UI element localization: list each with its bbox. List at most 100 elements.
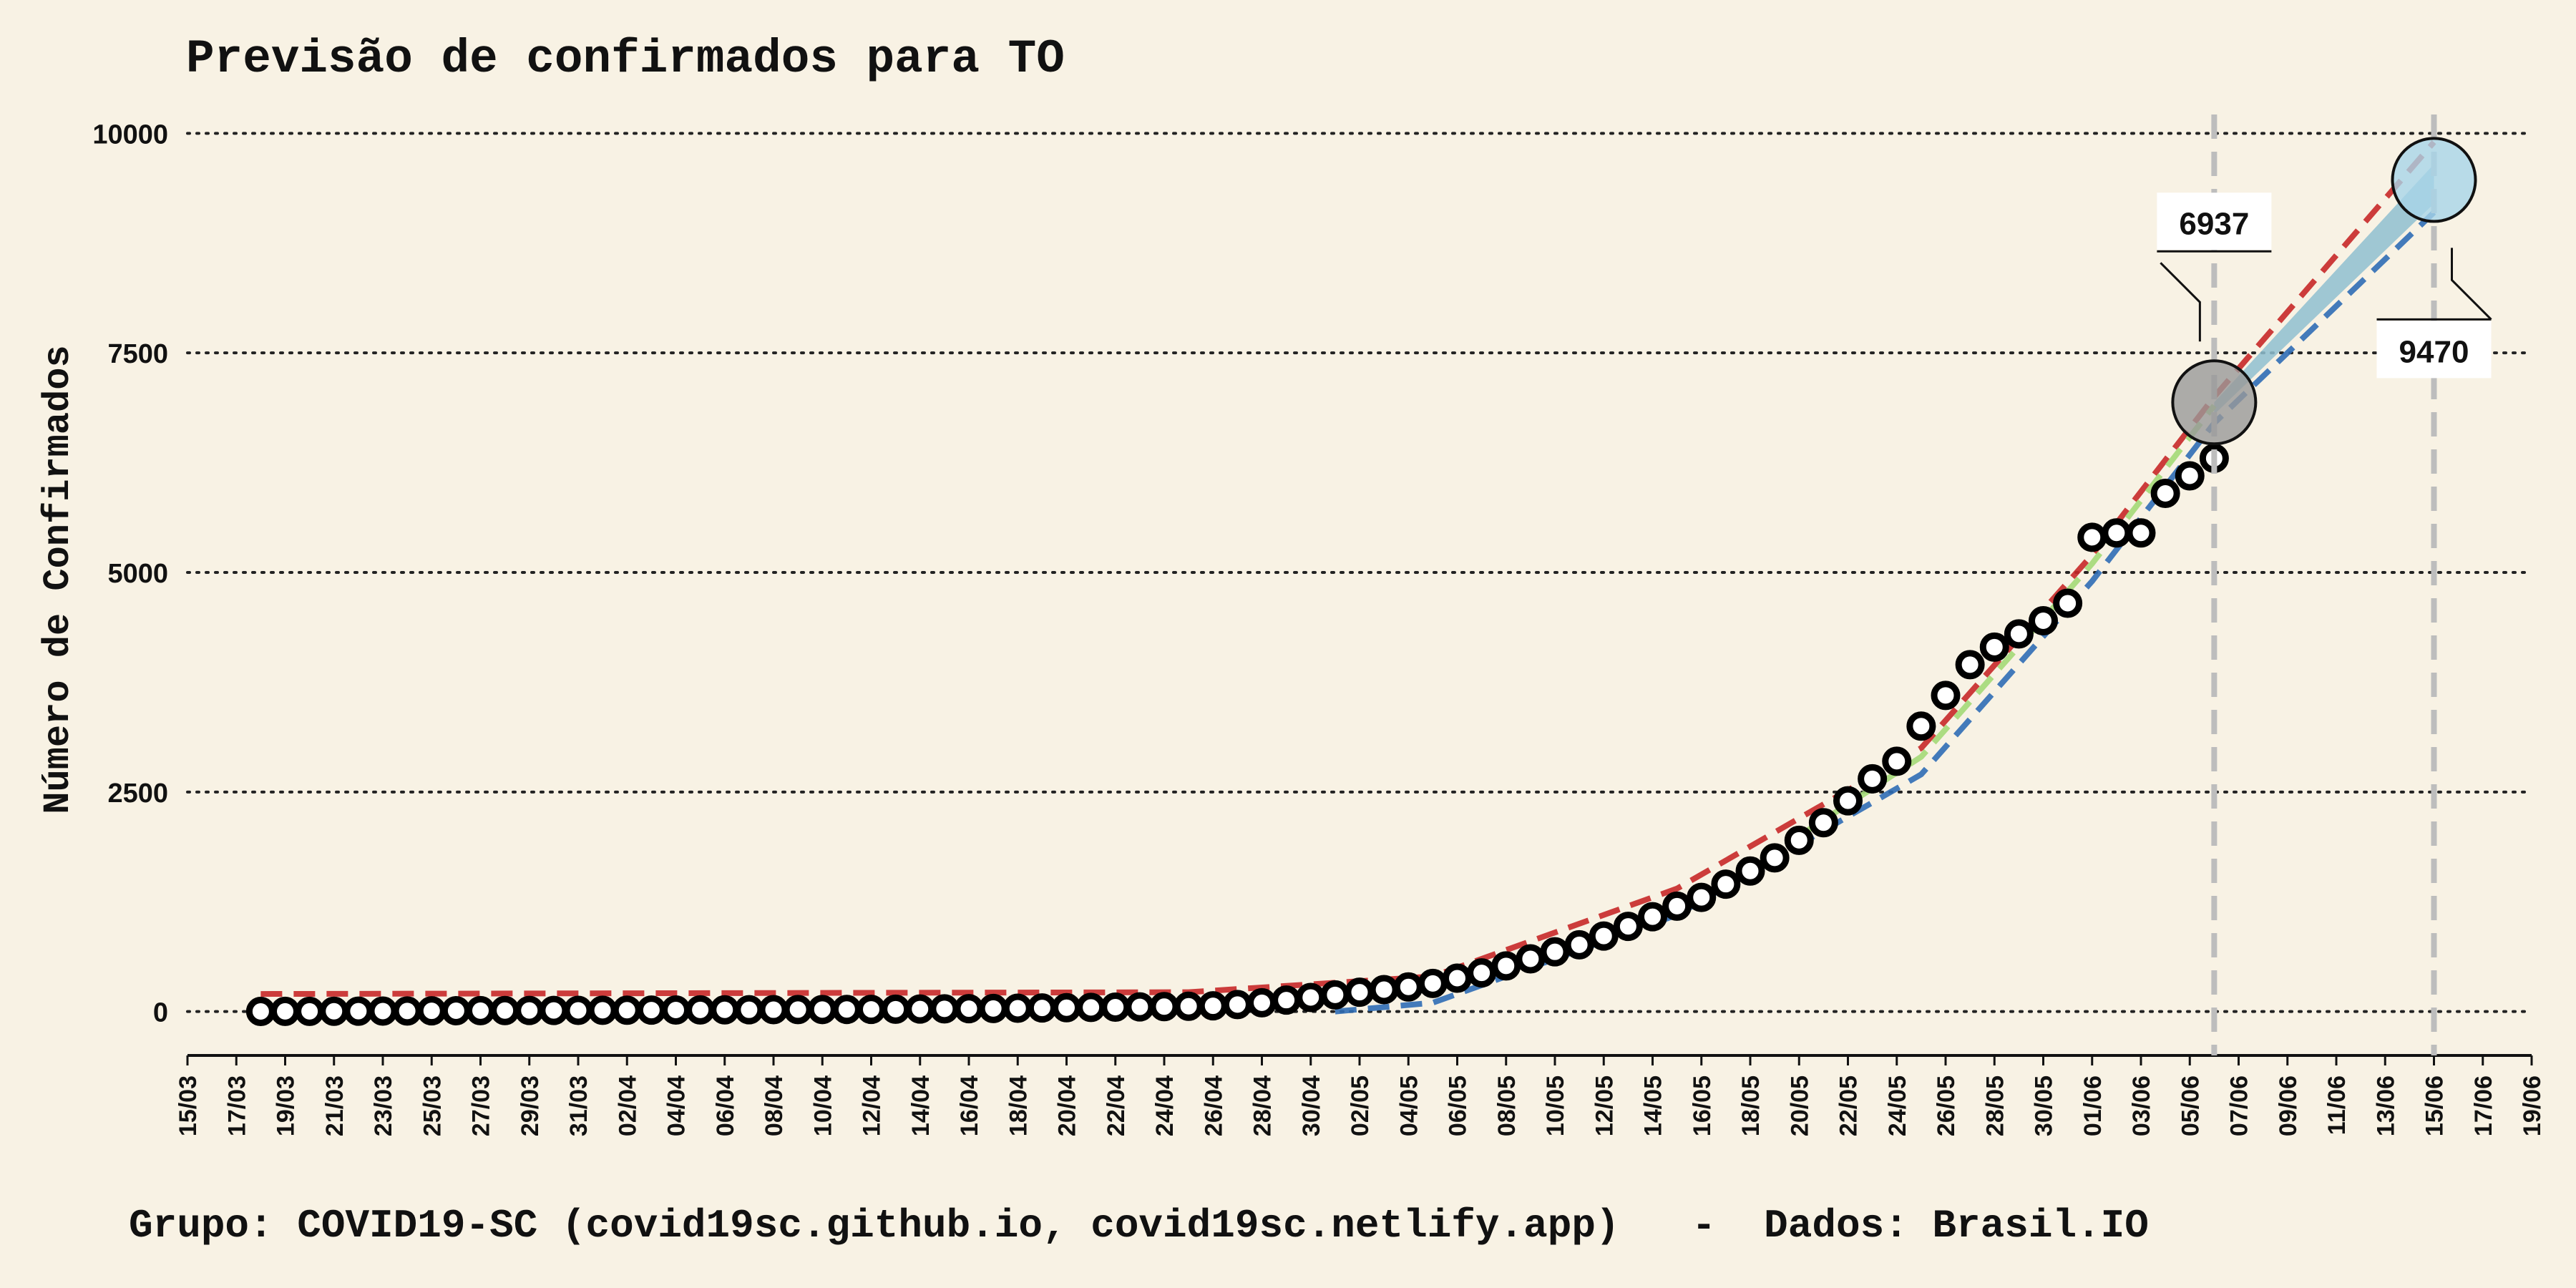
y-tick-label: 2500 bbox=[107, 779, 168, 809]
x-tick-label: 20/04 bbox=[1054, 1075, 1081, 1136]
observed-point bbox=[1955, 650, 1985, 680]
x-tick-label: 26/05 bbox=[1933, 1075, 1960, 1136]
observed-point bbox=[466, 995, 495, 1025]
observed-point bbox=[1443, 963, 1472, 993]
x-tick-label: 01/06 bbox=[2079, 1075, 2107, 1136]
forecast-lines bbox=[260, 140, 2436, 1015]
x-axis: 15/03 17/03 19/03 21/03 23/03 25/03 27/03 29/03… bbox=[175, 1054, 2546, 1136]
observed-point bbox=[514, 995, 545, 1025]
x-tick-label: 04/04 bbox=[663, 1075, 691, 1136]
observed-point bbox=[1979, 632, 2009, 662]
x-tick-label: 21/03 bbox=[321, 1075, 348, 1136]
observed-point bbox=[807, 995, 837, 1025]
observed-point bbox=[1833, 786, 1863, 816]
y-tick-label: 5000 bbox=[107, 559, 168, 589]
x-tick-label: 08/04 bbox=[761, 1075, 788, 1136]
observed-points bbox=[245, 443, 2229, 1027]
observed-point bbox=[416, 996, 447, 1026]
y-tick-label: 7500 bbox=[107, 339, 168, 369]
marker-circle bbox=[2171, 359, 2258, 446]
observed-point bbox=[1711, 869, 1741, 899]
observed-point bbox=[1808, 808, 1838, 838]
observed-point bbox=[1393, 972, 1423, 1002]
observed-point bbox=[1613, 912, 1643, 942]
observed-point bbox=[1858, 763, 1888, 794]
observed-point bbox=[636, 995, 666, 1025]
observed-point bbox=[2126, 518, 2156, 548]
x-tick-label: 12/05 bbox=[1591, 1075, 1618, 1136]
observed-point bbox=[245, 997, 275, 1027]
x-tick-label: 03/06 bbox=[2128, 1075, 2155, 1136]
x-tick-label: 10/05 bbox=[1542, 1075, 1569, 1136]
observed-point bbox=[1638, 902, 1667, 932]
observed-point bbox=[710, 995, 740, 1025]
observed-point bbox=[1272, 985, 1302, 1015]
x-tick-label: 17/03 bbox=[223, 1075, 250, 1136]
x-tick-label: 24/05 bbox=[1884, 1075, 1911, 1136]
x-tick-label: 22/04 bbox=[1103, 1075, 1130, 1136]
x-tick-label: 16/04 bbox=[956, 1075, 983, 1136]
observed-point bbox=[1931, 680, 1961, 711]
x-tick-label: 29/03 bbox=[517, 1075, 544, 1136]
observed-point bbox=[1174, 991, 1204, 1021]
x-tick-label: 02/05 bbox=[1347, 1075, 1374, 1136]
observed-point bbox=[1516, 944, 1546, 974]
x-tick-label: 12/04 bbox=[859, 1075, 886, 1136]
observed-point bbox=[1052, 992, 1081, 1023]
observed-point bbox=[1564, 930, 1594, 960]
observed-point bbox=[1345, 977, 1375, 1008]
observed-point bbox=[1198, 991, 1228, 1021]
observed-point bbox=[1125, 992, 1155, 1022]
chart-title: Previsão de confirmados para TO bbox=[186, 32, 1065, 86]
x-tick-label: 05/06 bbox=[2177, 1075, 2204, 1136]
observed-point bbox=[783, 995, 813, 1025]
x-tick-label: 27/03 bbox=[468, 1075, 495, 1136]
observed-point bbox=[1076, 992, 1106, 1023]
x-tick-label: 17/06 bbox=[2470, 1075, 2497, 1136]
observed-point bbox=[1662, 891, 1692, 921]
observed-point bbox=[758, 995, 789, 1025]
observed-point bbox=[1027, 993, 1057, 1023]
observed-point bbox=[441, 996, 471, 1026]
x-tick-label: 14/04 bbox=[907, 1075, 935, 1136]
forecast-line bbox=[260, 140, 2436, 997]
observed-point bbox=[905, 994, 935, 1024]
observed-point bbox=[1687, 882, 1717, 912]
observed-point bbox=[2077, 522, 2107, 552]
x-tick-label: 10/04 bbox=[809, 1075, 836, 1136]
marker-circle bbox=[2391, 137, 2477, 223]
x-tick-label: 30/04 bbox=[1298, 1075, 1325, 1136]
x-tick-label: 19/03 bbox=[273, 1075, 300, 1136]
observed-point bbox=[368, 996, 398, 1026]
x-tick-label: 02/04 bbox=[614, 1075, 641, 1136]
observed-point bbox=[1296, 982, 1326, 1013]
observed-point bbox=[1735, 856, 1765, 886]
observed-point bbox=[343, 996, 374, 1026]
x-tick-label: 19/06 bbox=[2519, 1075, 2546, 1136]
x-tick-label: 06/05 bbox=[1445, 1075, 1472, 1136]
y-axis-ticks: 0 2500 5000 7500 10000 bbox=[92, 119, 168, 1028]
observed-point bbox=[1784, 825, 1814, 855]
observed-point bbox=[2150, 479, 2180, 509]
grid-lines bbox=[186, 132, 2533, 1013]
marker-value-label: 9470 bbox=[2399, 334, 2469, 369]
observed-point bbox=[2004, 619, 2034, 649]
observed-point bbox=[539, 995, 569, 1025]
x-tick-label: 15/03 bbox=[175, 1075, 202, 1136]
x-tick-label: 07/06 bbox=[2226, 1075, 2253, 1136]
x-tick-label: 28/04 bbox=[1249, 1075, 1277, 1136]
forecast-band-area bbox=[2214, 164, 2434, 415]
x-tick-label: 25/03 bbox=[419, 1075, 446, 1136]
observed-point bbox=[1369, 975, 1399, 1005]
observed-point bbox=[1222, 990, 1252, 1020]
observed-point bbox=[295, 996, 325, 1026]
marker-label-box bbox=[2157, 192, 2272, 250]
observed-point bbox=[2053, 588, 2083, 618]
x-tick-label: 31/03 bbox=[565, 1075, 592, 1136]
observed-point bbox=[831, 995, 862, 1025]
x-tick-label: 15/06 bbox=[2421, 1075, 2449, 1136]
observed-point bbox=[587, 995, 618, 1025]
observed-point bbox=[392, 996, 422, 1026]
observed-point bbox=[1491, 951, 1521, 981]
x-tick-label: 23/03 bbox=[370, 1075, 397, 1136]
